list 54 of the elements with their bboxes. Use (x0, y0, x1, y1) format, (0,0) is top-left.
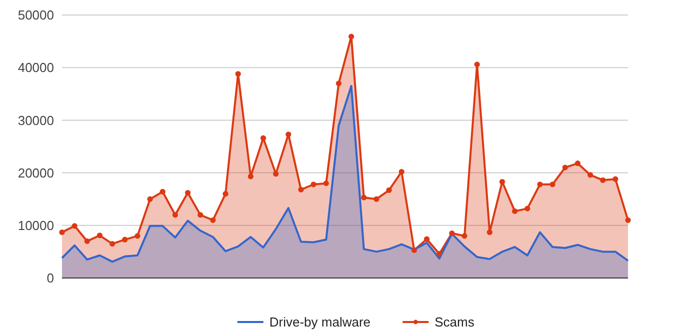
point (550, 182, 556, 188)
point (160, 188, 166, 195)
y-tick-label: 50000 (18, 8, 54, 23)
y-tick-label: 10000 (18, 218, 54, 233)
y-tick-label: 20000 (18, 165, 54, 180)
point (235, 71, 241, 77)
point (110, 241, 116, 247)
point (147, 196, 153, 202)
point (122, 236, 128, 242)
legend-label: Drive-by malware (269, 314, 371, 330)
point (72, 223, 78, 229)
point (348, 34, 354, 40)
point (298, 186, 304, 192)
point (398, 168, 404, 175)
point (474, 62, 480, 68)
y-tick-label: 0 (46, 270, 54, 286)
point (248, 174, 254, 180)
point (198, 212, 204, 218)
point (260, 135, 266, 141)
point (562, 164, 568, 170)
point (574, 160, 580, 166)
y-tick-label: 30000 (18, 112, 54, 128)
point (462, 233, 468, 239)
point (323, 180, 329, 186)
point (210, 217, 216, 223)
point (524, 206, 530, 212)
point (424, 236, 430, 242)
point (537, 182, 543, 188)
point (96, 232, 103, 238)
point (84, 238, 90, 244)
point (172, 212, 178, 218)
point (449, 230, 455, 236)
point (59, 229, 65, 236)
point (499, 178, 506, 185)
point (612, 176, 618, 182)
point (587, 172, 594, 178)
point (361, 194, 367, 200)
point (486, 229, 492, 236)
point (336, 80, 342, 86)
point (374, 196, 380, 202)
point (310, 182, 316, 188)
point (286, 132, 292, 138)
legend-label: Scams (434, 314, 475, 330)
point (600, 177, 606, 183)
point (222, 191, 228, 197)
point (273, 171, 279, 177)
point (436, 251, 442, 257)
point (625, 217, 631, 223)
point (134, 233, 140, 239)
point (386, 187, 392, 193)
point (512, 208, 518, 214)
y-tick-label: 40000 (18, 60, 54, 76)
point (184, 190, 191, 196)
point (411, 247, 417, 253)
